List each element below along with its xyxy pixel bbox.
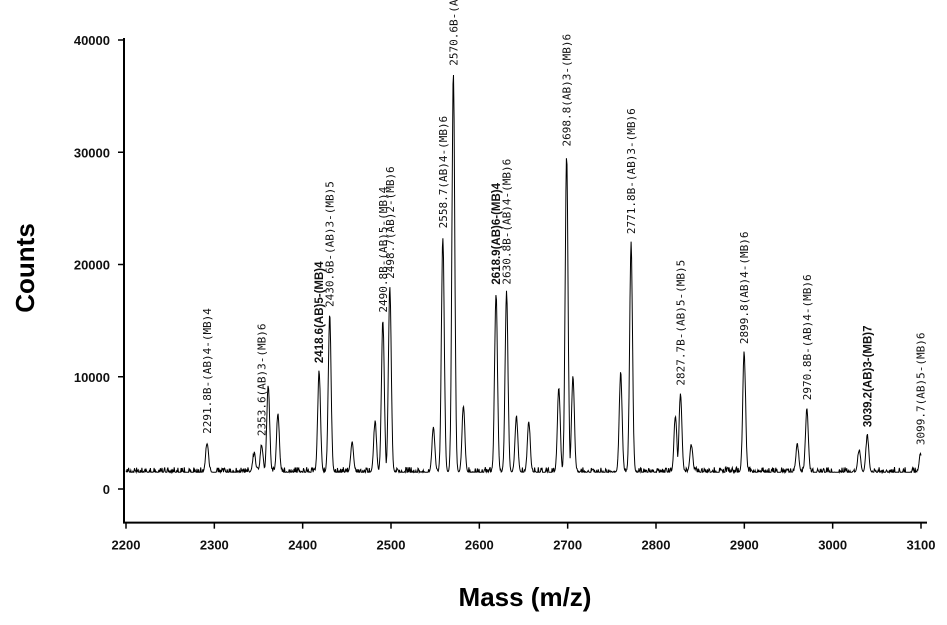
x-tick-label: 2600 [465, 538, 494, 553]
peak-label: 2771.8B-(AB)3-(MB)6 [625, 108, 638, 234]
peak-labels: 2291.8B-(AB)4-(MB)4 2353.6(AB)3-(MB)6 2418… [201, 0, 928, 445]
axes [123, 38, 927, 524]
spectrum-line [125, 74, 922, 475]
peak-label: 2490.8B-(AB)5-(MB)4 [377, 186, 390, 312]
x-axis-title: Mass (m/z) [459, 582, 592, 612]
x-tick-label: 2200 [112, 538, 141, 553]
x-tick-label: 2700 [553, 538, 582, 553]
peak-label: 2970.8B-(AB)4-(MB)6 [801, 274, 814, 400]
peak-label: 2291.8B-(AB)4-(MB)4 [201, 308, 214, 434]
x-tick-label: 2900 [730, 538, 759, 553]
peak-label: 2418.6(AB)5-(MB)4 [314, 261, 326, 363]
peak-label: 2618.9(AB)6-(MB)4 [491, 182, 503, 284]
peak-label: 2899.8(AB)4-(MB)6 [738, 232, 751, 345]
y-tick-label: 10000 [74, 370, 110, 385]
x-tick-label: 2300 [200, 538, 229, 553]
peak-label: 3039.2(AB)3-(MB)7 [862, 325, 874, 427]
x-tick-label: 3000 [818, 538, 847, 553]
peak-label: 2558.7(AB)4-(MB)6 [437, 116, 450, 229]
peak-label: 2570.6B-(AB)2-(MB)6 [447, 0, 460, 66]
peak-label: 2827.7B-(AB)5-(MB)5 [675, 260, 688, 386]
peak-label: 3099.7(AB)5-(MB)6 [915, 333, 928, 446]
y-tick-label: 20000 [74, 258, 110, 273]
y-tick-label: 0 [103, 482, 110, 497]
x-axis-ticks: 2200 2300 2400 2500 2600 2700 2800 2900 3000 3100 [112, 522, 936, 553]
y-tick-label: 40000 [74, 33, 110, 48]
peak-label: 2353.6(AB)3-(MB)6 [256, 324, 269, 437]
peak-label: 2630.8B-(AB)4-(MB)6 [501, 159, 514, 285]
x-tick-label: 3100 [907, 538, 936, 553]
y-tick-label: 30000 [74, 145, 110, 160]
peak-label: 2430.6B-(AB)3-(MB)5 [324, 181, 337, 307]
peak-label: 2698.8(AB)3-(MB)6 [561, 34, 574, 147]
x-tick-label: 2400 [288, 538, 317, 553]
peak-label: 2498.7(AB)2-(MB)6 [384, 166, 397, 279]
y-axis-title: Counts [10, 223, 40, 313]
y-axis-ticks: 0 10000 20000 30000 40000 [74, 33, 124, 497]
x-tick-label: 2500 [377, 538, 406, 553]
x-tick-label: 2800 [642, 538, 671, 553]
